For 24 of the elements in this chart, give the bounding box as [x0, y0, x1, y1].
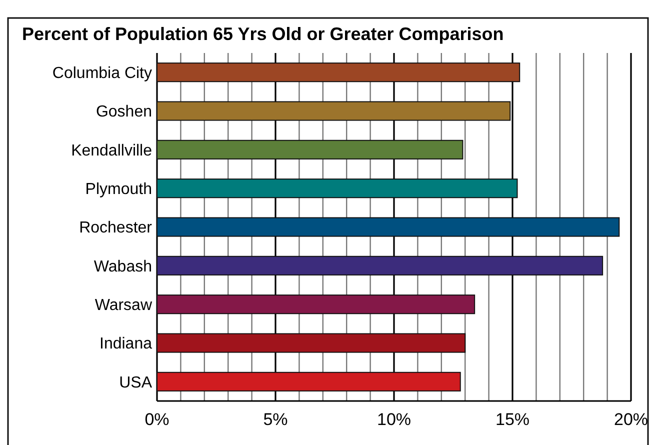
bar	[156, 372, 461, 392]
y-tick-label: Wabash	[94, 258, 152, 276]
y-tick-label: Warsaw	[94, 296, 152, 314]
bar	[156, 140, 464, 160]
y-tick-label: Plymouth	[85, 180, 152, 198]
x-tick-label: 10%	[376, 410, 412, 429]
bar	[156, 101, 511, 121]
bar	[156, 178, 518, 198]
y-tick-label: USA	[119, 374, 152, 392]
bar	[156, 62, 520, 82]
x-tick-label: 15%	[495, 410, 530, 429]
y-tick-label: Rochester	[79, 220, 153, 237]
bar	[156, 217, 620, 237]
bar	[156, 333, 466, 353]
x-tick-label: 0%	[144, 410, 170, 429]
y-tick-label: Kendallville	[71, 142, 152, 160]
bar	[156, 294, 476, 314]
chart-title: Percent of Population 65 Yrs Old or Greater Comparison	[22, 24, 504, 44]
y-tick-label: Columbia City	[52, 64, 152, 82]
bar	[156, 256, 604, 276]
x-tick-label: 5%	[263, 410, 288, 429]
y-tick-label: Indiana	[100, 336, 152, 353]
x-tick-label: 20%	[614, 410, 648, 429]
y-tick-label: Goshen	[96, 104, 152, 121]
